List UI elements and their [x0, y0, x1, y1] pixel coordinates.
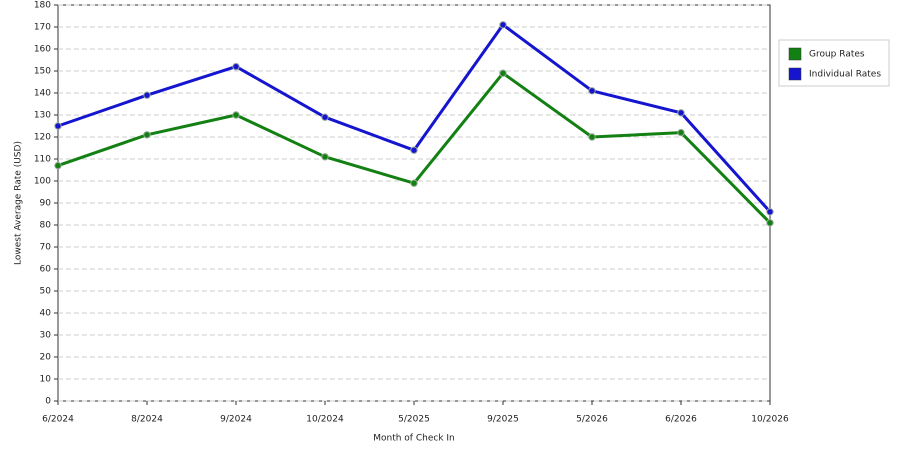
y-tick-label: 180	[34, 1, 51, 11]
y-tick-label: 50	[40, 287, 52, 297]
x-tick-label: 9/2024	[220, 415, 252, 425]
x-tick-label: 10/2026	[751, 415, 789, 425]
x-tick-label: 10/2024	[306, 415, 344, 425]
data-point	[677, 109, 685, 117]
y-tick-label: 0	[45, 397, 51, 407]
data-point	[766, 219, 774, 227]
y-tick-label: 30	[40, 331, 52, 341]
x-tick-label: 8/2024	[131, 415, 163, 425]
data-point	[54, 161, 62, 170]
y-tick-label: 170	[34, 23, 51, 33]
data-point	[321, 153, 329, 161]
data-point	[588, 133, 596, 141]
y-tick-label: 40	[40, 309, 52, 319]
data-point	[143, 131, 151, 139]
legend-swatch	[788, 67, 802, 81]
data-point	[232, 62, 240, 71]
y-tick-label: 130	[34, 111, 51, 121]
data-point	[321, 113, 329, 121]
data-point	[588, 87, 596, 95]
y-tick-label: 20	[40, 353, 52, 363]
y-tick-label: 100	[34, 177, 51, 187]
y-tick-label: 10	[40, 375, 52, 385]
x-tick-label: 5/2025	[398, 415, 430, 425]
y-axis-title: Lowest Average Rate (USD)	[14, 141, 24, 265]
data-point	[232, 111, 240, 119]
data-point	[499, 21, 507, 29]
data-point	[143, 91, 151, 99]
y-tick-label: 80	[40, 221, 52, 231]
y-tick-label: 60	[40, 265, 52, 275]
y-tick-label: 150	[34, 67, 51, 77]
legend-label: Group Rates	[809, 50, 865, 60]
legend-swatch	[788, 47, 802, 61]
data-point	[766, 208, 774, 216]
x-tick-label: 9/2025	[487, 415, 519, 425]
y-tick-label: 140	[34, 89, 51, 99]
data-point	[54, 122, 62, 130]
data-point	[499, 69, 507, 77]
legend-label: Individual Rates	[809, 70, 881, 80]
x-axis-title: Month of Check In	[373, 434, 455, 444]
x-tick-label: 6/2026	[665, 415, 697, 425]
data-point	[410, 179, 418, 187]
x-tick-label: 6/2024	[42, 415, 74, 425]
y-tick-label: 120	[34, 133, 51, 143]
data-point	[677, 128, 685, 137]
y-tick-label: 160	[34, 45, 51, 55]
x-tick-label: 5/2026	[576, 415, 608, 425]
y-tick-label: 110	[34, 155, 51, 165]
data-point	[410, 146, 418, 154]
y-tick-label: 70	[40, 243, 52, 253]
y-tick-label: 90	[40, 199, 52, 209]
